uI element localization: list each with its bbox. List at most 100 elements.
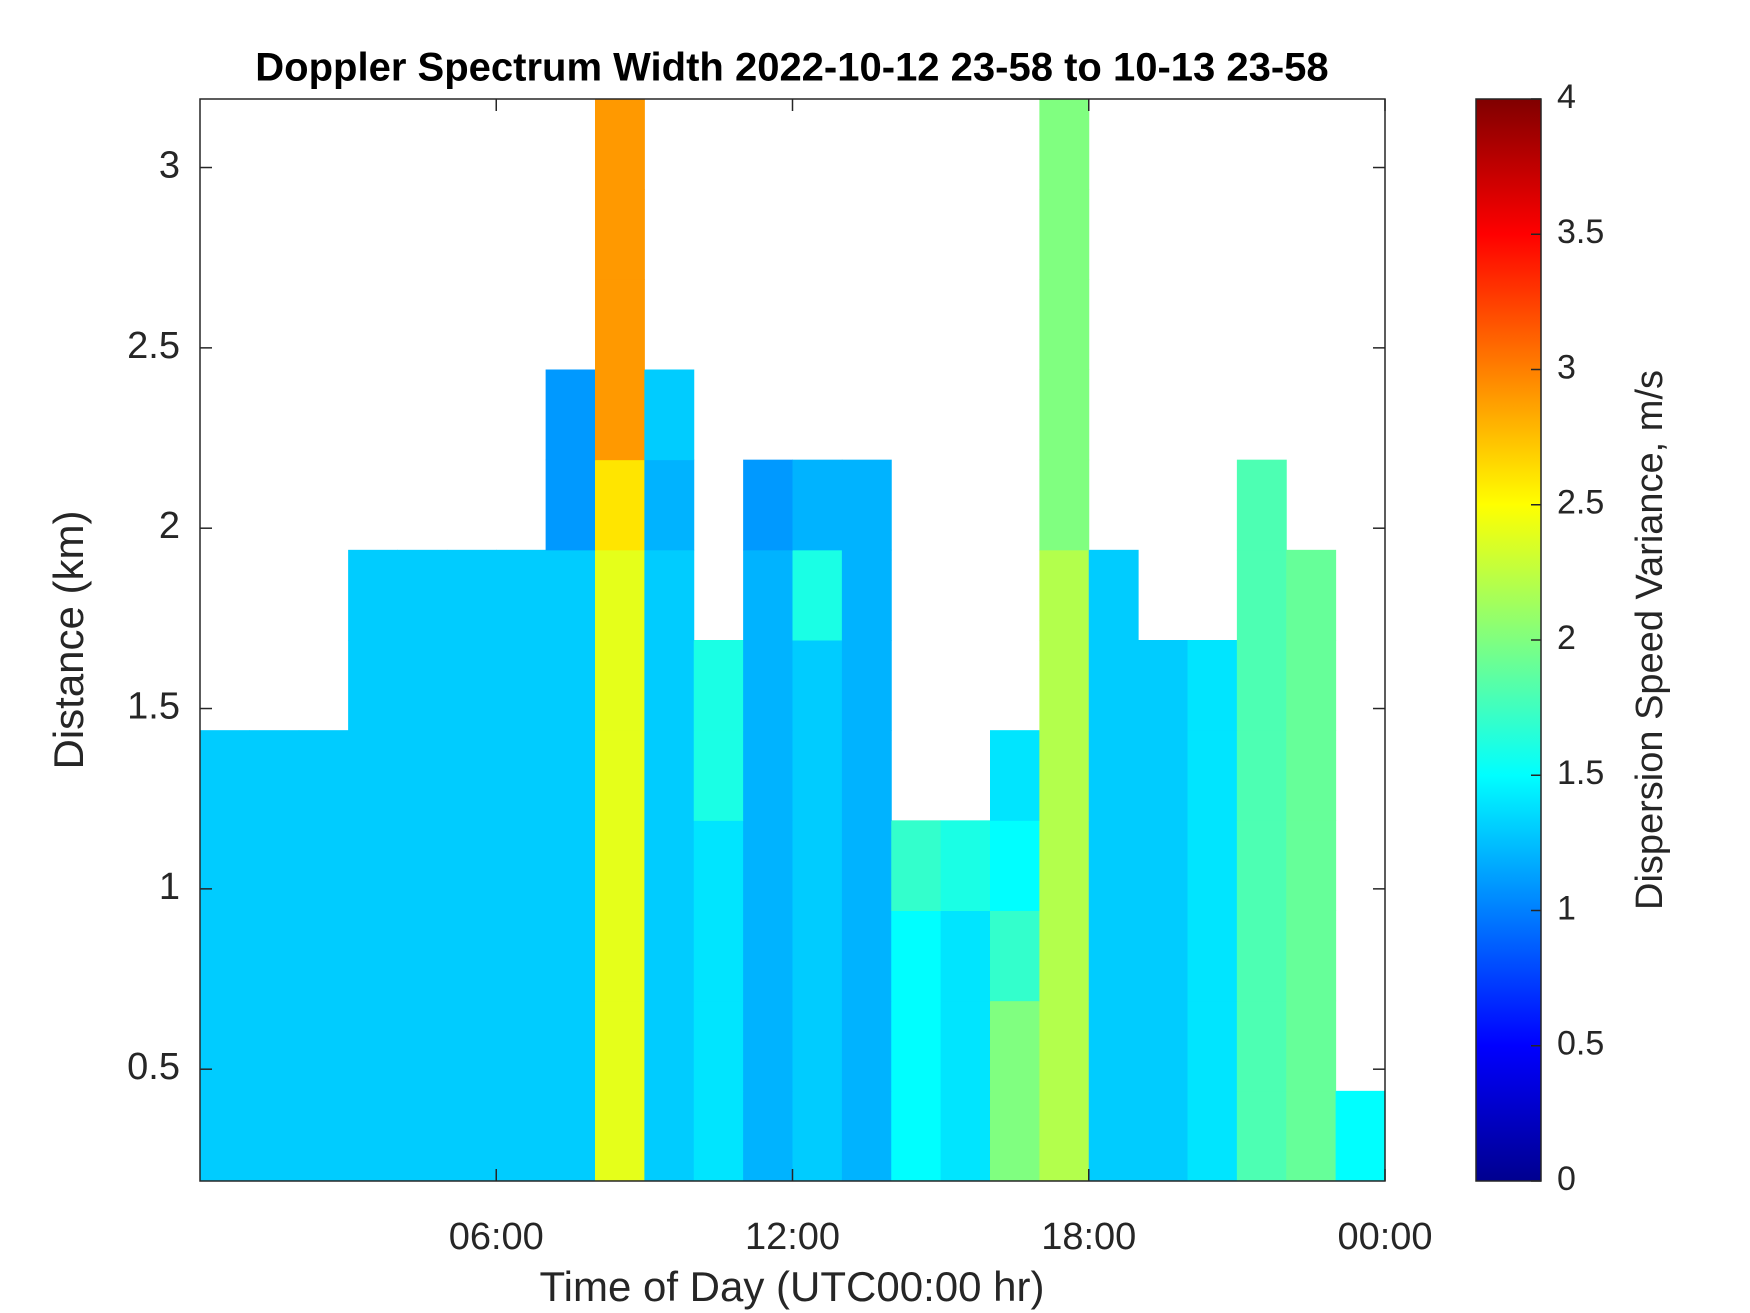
heatmap-cell [841, 459, 892, 551]
heatmap-cell [1187, 640, 1238, 731]
heatmap-cell [1088, 640, 1139, 731]
heatmap-cell [1138, 1000, 1188, 1092]
heatmap-cell [348, 640, 398, 731]
heatmap-cell [1286, 1090, 1337, 1182]
heatmap-cell [249, 1000, 300, 1092]
heatmap-cell [249, 910, 300, 1002]
heatmap-cell [1138, 820, 1188, 911]
heatmap-cell [595, 99, 645, 190]
y-axis-label: Distance (km) [45, 510, 92, 769]
colorbar-tick-label: 2 [1557, 619, 1576, 657]
heatmap-cell [1286, 1000, 1337, 1092]
heatmap-cell [1187, 1090, 1238, 1182]
heatmap-cell [200, 730, 250, 821]
heatmap-cell [348, 1000, 398, 1092]
heatmap-cell [792, 730, 843, 821]
heatmap-cell [249, 730, 300, 821]
heatmap-cell [1039, 189, 1090, 280]
heatmap-cell [397, 1090, 448, 1182]
heatmap-cell [841, 820, 892, 911]
heatmap-cell [1236, 549, 1287, 641]
x-axis-label: Time of Day (UTC00:00 hr) [540, 1263, 1045, 1310]
heatmap-cell [298, 820, 349, 911]
heatmap-cell [595, 820, 645, 911]
heatmap-cell [743, 459, 793, 551]
heatmap-cell [446, 1000, 497, 1092]
heatmap-cell [595, 730, 645, 821]
heatmap-cell [1236, 910, 1287, 1002]
heatmap-cell [792, 459, 843, 551]
heatmap-cell [1286, 730, 1337, 821]
heatmap-cell [644, 910, 695, 1002]
colorbar-tick-label: 0 [1557, 1160, 1576, 1198]
heatmap-cell [595, 1000, 645, 1092]
heatmap-cell [595, 640, 645, 731]
heatmap-cell [1335, 1090, 1386, 1182]
heatmap-cell [595, 279, 645, 370]
heatmap-cell [1088, 549, 1139, 641]
heatmap-cell [693, 910, 744, 1002]
heatmap-cell [348, 730, 398, 821]
heatmap-cell [841, 640, 892, 731]
x-tick-label: 12:00 [745, 1216, 840, 1258]
heatmap-cell [1236, 820, 1287, 911]
heatmap-cell [1138, 1090, 1188, 1182]
heatmap-cell [1138, 730, 1188, 821]
colorbar-label: Dispersion Speed Variance, m/s [1629, 370, 1671, 910]
heatmap-cell [298, 1090, 349, 1182]
heatmap-cell [249, 820, 300, 911]
heatmap-cell [545, 730, 596, 821]
heatmap-cell [990, 730, 1040, 821]
heatmap-cell [200, 1090, 250, 1182]
heatmap-cell [1236, 640, 1287, 731]
y-tick-label: 2.5 [127, 325, 180, 367]
heatmap-cell [1286, 910, 1337, 1002]
heatmap-cell [545, 549, 596, 641]
heatmap-cell [644, 369, 695, 461]
heatmap-cell [693, 640, 744, 731]
y-tick-label: 3 [159, 145, 180, 187]
heatmap-cell [200, 1000, 250, 1092]
heatmap-cell [644, 1000, 695, 1092]
heatmap-cell [743, 549, 793, 641]
heatmap-cell [792, 820, 843, 911]
heatmap-cell [348, 549, 398, 641]
heatmap-cell [496, 820, 547, 911]
x-tick-label: 06:00 [449, 1216, 544, 1258]
y-tick-label: 1.5 [127, 686, 180, 728]
heatmap-cell [792, 910, 843, 1002]
colorbar-tick-label: 1 [1557, 889, 1576, 927]
chart-title: Doppler Spectrum Width 2022-10-12 23-58 … [255, 46, 1328, 90]
heatmap-cell [1088, 910, 1139, 1002]
heatmap-cell [1039, 369, 1090, 461]
heatmap-cell [545, 369, 596, 461]
heatmap-cell [1236, 459, 1287, 551]
heatmap-cell [891, 1000, 942, 1092]
heatmap-cell [1039, 910, 1090, 1002]
heatmap-cell [1187, 730, 1238, 821]
heatmap-cell [693, 820, 744, 911]
heatmap-cell [743, 1000, 793, 1092]
heatmap-cell [496, 1090, 547, 1182]
heatmap-cell [298, 1000, 349, 1092]
colorbar-tick-label: 0.5 [1557, 1025, 1604, 1063]
heatmap-cell [545, 820, 596, 911]
heatmap-cell [792, 549, 843, 641]
heatmap-cell [841, 730, 892, 821]
heatmap-cell [1286, 549, 1337, 641]
heatmap-cell [841, 549, 892, 641]
heatmap-cell [1039, 459, 1090, 551]
heatmap-cell [1039, 730, 1090, 821]
heatmap-cell [743, 820, 793, 911]
heatmap-cell [446, 910, 497, 1002]
heatmap-cell [990, 820, 1040, 911]
heatmap-cell [940, 910, 991, 1002]
heatmap-cell [891, 820, 942, 911]
heatmap-cell [891, 1090, 942, 1182]
heatmap-cell [496, 549, 547, 641]
heatmap-cell [1187, 820, 1238, 911]
colorbar-tick-label: 1.5 [1557, 754, 1604, 792]
heatmap-cell [1039, 99, 1090, 190]
